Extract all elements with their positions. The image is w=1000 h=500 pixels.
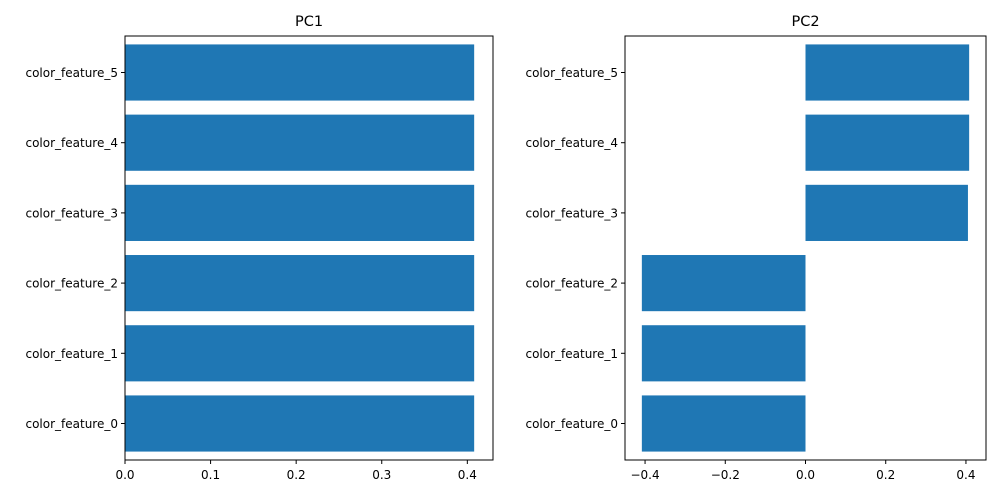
y-tick-label: color_feature_4 [525, 136, 618, 150]
axes-frame [624, 35, 987, 461]
y-tick-label: color_feature_0 [525, 417, 618, 431]
y-tick-label: color_feature_4 [25, 136, 118, 150]
x-tick-label: 0.2 [876, 468, 895, 482]
subplot-title: PC1 [295, 14, 323, 30]
subplot-pc2: color_feature_0 color_feature_1 color_feat… [525, 14, 987, 482]
x-tick-label: 0.0 [796, 468, 815, 482]
bar-color_feature_4 [125, 114, 475, 171]
bar-color_feature_0 [125, 395, 475, 452]
y-tick-label: color_feature_1 [25, 347, 118, 361]
x-tick-label: −0.4 [630, 468, 659, 482]
x-tick-label: 0.4 [458, 468, 477, 482]
y-tick-label: color_feature_0 [25, 417, 118, 431]
x-tick-label: 0.2 [287, 468, 306, 482]
subplot-pc1: color_feature_0 color_feature_1 color_feat… [25, 14, 494, 482]
y-tick-label: color_feature_2 [525, 277, 618, 291]
x-tick-label: −0.2 [711, 468, 740, 482]
bar-color_feature_5 [125, 44, 475, 101]
bar-color_feature_1 [641, 325, 806, 382]
bar-color_feature_3 [805, 184, 968, 241]
x-tick-label: 0.4 [956, 468, 975, 482]
bar-color_feature_2 [641, 255, 806, 312]
y-tick-label: color_feature_3 [25, 206, 118, 220]
y-tick-label: color_feature_1 [525, 347, 618, 361]
y-tick-label: color_feature_2 [25, 277, 118, 291]
y-tick-label: color_feature_5 [525, 66, 618, 80]
bar-color_feature_5 [805, 44, 970, 101]
bar-color_feature_1 [125, 325, 475, 382]
y-tick-label: color_feature_3 [525, 206, 618, 220]
subplot-title: PC2 [791, 14, 819, 30]
x-tick-label: 0.0 [115, 468, 134, 482]
y-tick-label: color_feature_5 [25, 66, 118, 80]
axes-frame [124, 35, 494, 461]
bar-color_feature_3 [125, 184, 475, 241]
bar-color_feature_2 [125, 255, 475, 312]
x-tick-label: 0.1 [201, 468, 220, 482]
x-tick-label: 0.3 [372, 468, 391, 482]
bar-color_feature_4 [805, 114, 970, 171]
bar-color_feature_0 [641, 395, 806, 452]
